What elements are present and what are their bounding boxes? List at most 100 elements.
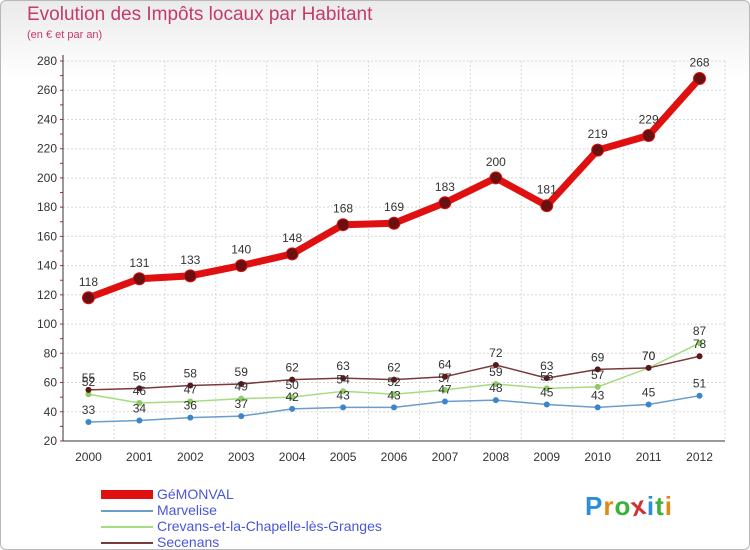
legend-label: Secenans — [157, 534, 220, 550]
x-tick-label: 2012 — [686, 450, 713, 464]
y-tick-label: 240 — [37, 112, 57, 126]
data-label: 229 — [639, 113, 659, 127]
series-point-3 — [441, 373, 448, 380]
data-label: 59 — [489, 365, 503, 379]
y-tick-label: 140 — [37, 259, 57, 273]
series-point-1 — [340, 404, 347, 411]
series-point-0 — [642, 129, 656, 143]
data-label: 36 — [184, 399, 198, 413]
legend-swatch — [101, 510, 153, 512]
y-tick-label: 120 — [37, 288, 57, 302]
data-label: 33 — [82, 403, 96, 417]
series-point-2 — [238, 395, 245, 402]
data-label: 64 — [438, 358, 452, 372]
data-label: 63 — [540, 359, 554, 373]
legend-label: GéMONVAL — [157, 486, 234, 502]
data-label: 34 — [133, 402, 147, 416]
series-point-3 — [391, 376, 397, 383]
series-point-2 — [492, 381, 499, 387]
y-tick-label: 20 — [44, 434, 58, 448]
series-point-1 — [238, 413, 245, 420]
series-point-3 — [594, 366, 601, 373]
series-point-0 — [591, 143, 605, 157]
logo-letter: i — [646, 491, 656, 521]
data-label: 43 — [336, 388, 350, 402]
series-point-2 — [696, 340, 703, 347]
data-label: 70 — [642, 349, 656, 363]
x-tick-label: 2001 — [126, 450, 153, 464]
series-point-0 — [234, 259, 248, 273]
data-label: 78 — [693, 337, 707, 351]
series-point-3 — [238, 381, 245, 387]
chart-subtitle: (en € et par an) — [27, 29, 103, 41]
series-point-0 — [183, 269, 197, 283]
series-point-2 — [136, 400, 143, 406]
data-label: 70 — [642, 349, 656, 363]
y-tick-label: 160 — [37, 229, 57, 243]
x-tick-label: 2004 — [279, 450, 306, 464]
data-label: 140 — [231, 243, 251, 257]
data-label: 118 — [79, 275, 98, 289]
series-point-3 — [85, 386, 92, 393]
logo-letter: r — [603, 491, 615, 521]
series-point-3 — [289, 376, 296, 383]
data-label: 69 — [591, 350, 605, 364]
data-label: 52 — [82, 375, 96, 389]
data-label: 131 — [129, 256, 149, 270]
series-point-0 — [540, 199, 554, 213]
legend: GéMONVAL Marvelise Crevans-et-la-Chapelle-… — [101, 486, 461, 550]
series-point-3 — [340, 375, 347, 382]
series-point-0 — [285, 247, 299, 261]
data-label: 49 — [235, 380, 249, 394]
data-label: 43 — [591, 388, 605, 402]
axis-layer: 20 40 60 80 100 120 140 160 180 200 220 240 260 280 20… — [37, 54, 725, 464]
data-label: 62 — [285, 361, 299, 375]
data-label: 57 — [591, 368, 605, 382]
series-point-1 — [136, 417, 143, 424]
series-point-1 — [543, 401, 550, 408]
data-label: 45 — [540, 385, 554, 399]
logo-letter: i — [664, 491, 673, 521]
data-label: 47 — [184, 383, 198, 397]
series-point-0 — [132, 272, 146, 286]
data-label: 169 — [384, 200, 404, 214]
data-label: 55 — [82, 371, 96, 385]
legend-item: GéMONVAL — [101, 486, 461, 503]
y-tick-label: 200 — [37, 171, 57, 185]
series-point-1 — [492, 397, 499, 404]
data-label: 50 — [285, 378, 299, 392]
series-point-1 — [187, 414, 194, 421]
chart-title: Evolution des Impôts locaux par Habitant — [27, 4, 373, 25]
series-point-0 — [81, 291, 95, 305]
series-point-0 — [438, 196, 452, 210]
data-label: 46 — [133, 384, 147, 398]
y-tick-label: 220 — [37, 142, 57, 156]
data-label: 87 — [693, 324, 707, 338]
data-label: 62 — [387, 361, 401, 375]
proxiti-logo: Proxiti — [585, 490, 673, 523]
logo-letter: t — [655, 491, 665, 521]
data-label: 51 — [693, 377, 707, 391]
data-label: 42 — [285, 390, 299, 404]
x-tick-label: 2003 — [228, 450, 255, 464]
data-label: 268 — [690, 56, 710, 70]
y-tick-label: 180 — [37, 200, 57, 214]
data-label: 45 — [642, 385, 656, 399]
y-tick-label: 40 — [44, 405, 58, 419]
series-point-3 — [696, 353, 703, 360]
legend-label: Marvelise — [157, 502, 217, 518]
x-tick-label: 2011 — [636, 450, 662, 464]
y-tick-label: 80 — [44, 346, 58, 360]
series-point-2 — [391, 391, 397, 398]
data-label: 58 — [184, 366, 198, 380]
data-label: 57 — [438, 371, 452, 385]
y-tick-label: 260 — [37, 83, 57, 97]
data-label: 219 — [588, 127, 608, 141]
series-point-2 — [289, 394, 296, 401]
data-label: 56 — [540, 369, 554, 383]
series-layer — [81, 72, 707, 425]
data-label: 47 — [438, 383, 452, 397]
data-label: 54 — [336, 372, 350, 386]
